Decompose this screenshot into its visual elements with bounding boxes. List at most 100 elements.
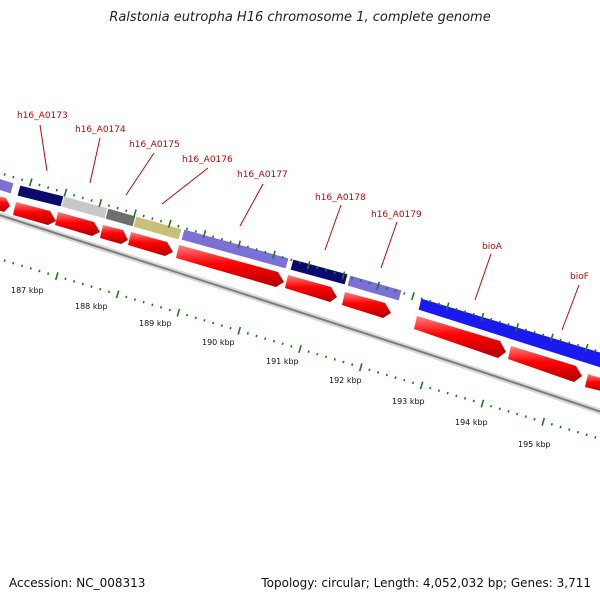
minor-tick [281, 255, 284, 259]
minor-tick [229, 240, 232, 244]
gene-label-h16_A0175: h16_A0175 [129, 140, 180, 150]
minor-tick [272, 339, 276, 343]
major-tick [419, 381, 424, 390]
minor-tick [47, 186, 50, 189]
minor-tick [385, 373, 388, 377]
minor-tick [220, 237, 223, 241]
minor-tick [489, 404, 493, 408]
feature-ring [0, 178, 600, 369]
minor-tick [151, 217, 154, 220]
minor-tick [47, 272, 50, 275]
minor-tick [394, 289, 397, 293]
minor-tick [351, 276, 354, 280]
minor-tick [507, 410, 510, 413]
minor-tick [333, 358, 336, 361]
minor-tick [168, 308, 171, 312]
minor-tick [463, 310, 467, 314]
kbp-label-188: 188 kbp [75, 302, 108, 311]
major-tick [176, 308, 181, 317]
minor-tick [264, 250, 267, 254]
accession-label: Accession: NC_008313 [9, 576, 146, 590]
minor-tick [194, 316, 197, 320]
major-tick [237, 240, 242, 249]
upper-tick-track [3, 173, 597, 352]
minor-tick [90, 285, 93, 288]
minor-tick [585, 433, 588, 437]
genome-summary: Topology: circular; Length: 4,052,032 bp… [261, 576, 591, 590]
major-tick [54, 272, 59, 281]
minor-tick [594, 436, 597, 439]
major-tick [298, 344, 302, 354]
kbp-label-190: 190 kbp [202, 338, 235, 347]
cds-arrow [285, 275, 337, 302]
minor-tick [125, 295, 128, 299]
major-tick [584, 343, 589, 352]
minor-tick [420, 297, 423, 301]
minor-tick [576, 343, 580, 347]
feature-block-h16_A0175 [104, 207, 137, 228]
minor-tick [229, 326, 232, 330]
minor-tick [12, 261, 15, 265]
cds-arrow [128, 232, 173, 256]
kbp-label-195: 195 kbp [518, 440, 551, 449]
feature-block-h16_A0178 [289, 258, 349, 286]
minor-tick [507, 323, 510, 326]
minor-tick [290, 258, 293, 262]
minor-tick [38, 183, 41, 187]
gene-label-h16_A0174: h16_A0174 [75, 125, 126, 135]
map-title: Ralstonia eutropha H16 chromosome 1, com… [109, 10, 491, 25]
minor-tick [542, 333, 545, 337]
feature-block-left-edge [0, 178, 15, 195]
minor-tick [246, 332, 249, 335]
minor-tick [281, 342, 284, 346]
minor-tick [385, 286, 388, 290]
kbp-label-194: 194 kbp [455, 418, 488, 427]
minor-tick [524, 328, 527, 332]
minor-tick [437, 302, 441, 306]
minor-tick [498, 407, 501, 411]
kbp-labels: 187 kbp 188 kbp 189 kbp 190 kbp 191 kbp … [11, 286, 551, 449]
minor-tick [185, 227, 189, 231]
minor-tick [524, 415, 527, 418]
minor-tick [559, 338, 562, 342]
minor-tick [394, 376, 397, 379]
minor-tick [159, 219, 163, 223]
feature-block-bioA-bioF [417, 297, 600, 369]
minor-tick [342, 360, 345, 364]
major-tick [133, 209, 137, 218]
minor-tick [107, 290, 111, 294]
minor-tick [81, 282, 84, 286]
major-tick [306, 261, 311, 270]
major-tick [237, 326, 242, 335]
minor-tick [324, 355, 328, 359]
minor-tick [185, 313, 189, 317]
kbp-label-189: 189 kbp [139, 319, 172, 328]
minor-tick [333, 271, 336, 275]
minor-tick [64, 277, 67, 281]
minor-tick [20, 178, 24, 182]
major-tick [411, 292, 415, 301]
gene-label-h16_A0178: h16_A0178 [315, 193, 366, 203]
minor-tick [437, 389, 441, 392]
genome-backbone [0, 212, 600, 415]
minor-tick [20, 264, 24, 268]
major-tick [358, 363, 363, 372]
minor-tick [472, 399, 475, 403]
minor-tick [559, 425, 562, 429]
minor-tick [568, 341, 571, 345]
minor-tick [203, 319, 206, 322]
major-tick [167, 219, 172, 228]
gene-label-h16_A0179: h16_A0179 [371, 210, 422, 220]
minor-tick [73, 193, 76, 197]
minor-tick [246, 245, 249, 249]
gene-label-h16_A0173: h16_A0173 [17, 111, 68, 121]
minor-tick [212, 321, 215, 325]
minor-tick [151, 303, 154, 307]
minor-tick [12, 175, 15, 179]
minor-tick [446, 391, 449, 395]
minor-tick [159, 306, 163, 309]
minor-tick [116, 206, 119, 210]
minor-tick [472, 312, 475, 316]
minor-tick [403, 292, 406, 295]
